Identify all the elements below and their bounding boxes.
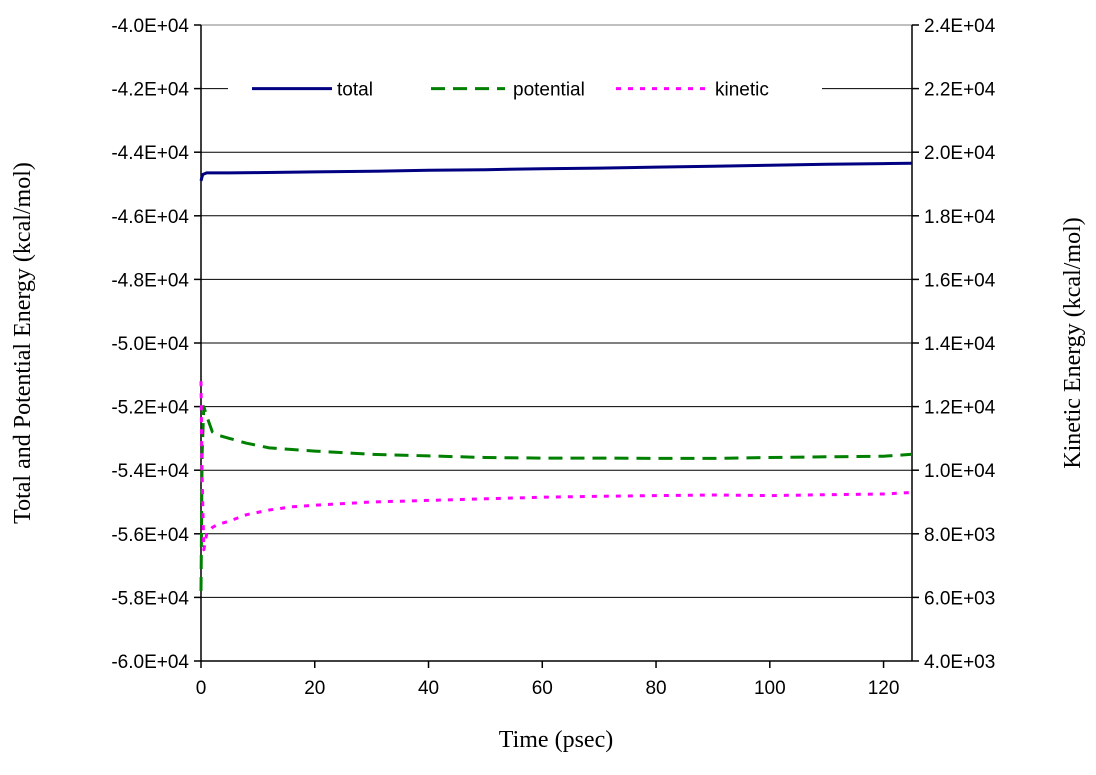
series-line-potential bbox=[199, 405, 913, 592]
left-y-tick-label: -4.4E+04 bbox=[111, 143, 189, 164]
legend-label-potential: potential bbox=[513, 80, 585, 101]
x-tick-label: 0 bbox=[196, 678, 207, 699]
left-y-tick-label: -5.6E+04 bbox=[111, 525, 189, 546]
right-y-tick-label: 4.0E+03 bbox=[924, 652, 995, 673]
series-lines bbox=[199, 161, 913, 592]
right-y-axis-title: Kinetic Energy (kcal/mol) bbox=[1060, 217, 1086, 468]
left-y-tick-label: -4.8E+04 bbox=[111, 270, 189, 291]
left-y-tick-label: -5.8E+04 bbox=[111, 588, 189, 609]
left-y-tick-label: -5.0E+04 bbox=[111, 334, 189, 355]
x-tick-label: 40 bbox=[418, 678, 439, 699]
left-y-axis-ticks: -6.0E+04 -5.8E+04 -5.6E+04 -5.4E+04 -5.2E+04… bbox=[111, 16, 201, 673]
right-y-tick-label: 2.2E+04 bbox=[924, 80, 996, 101]
left-y-tick-label: -4.6E+04 bbox=[111, 207, 189, 228]
legend-label-kinetic: kinetic bbox=[715, 80, 769, 101]
left-y-tick-label: -5.2E+04 bbox=[111, 398, 189, 419]
x-tick-label: 80 bbox=[645, 678, 666, 699]
left-y-axis-title: Total and Potential Energy (kcal/mol) bbox=[10, 162, 36, 524]
left-y-tick-label: -4.0E+04 bbox=[111, 16, 189, 37]
right-y-tick-label: 2.4E+04 bbox=[924, 16, 996, 37]
right-y-tick-label: 2.0E+04 bbox=[924, 143, 996, 164]
x-axis-title: Time (psec) bbox=[499, 727, 613, 753]
right-y-tick-label: 1.4E+04 bbox=[924, 334, 996, 355]
x-tick-label: 100 bbox=[754, 678, 786, 699]
right-y-axis-ticks: 4.0E+03 6.0E+03 8.0E+03 1.0E+04 1.2E+04 1.4E+… bbox=[912, 16, 996, 673]
x-tick-label: 60 bbox=[532, 678, 553, 699]
x-tick-label: 20 bbox=[304, 678, 325, 699]
series-line-kinetic bbox=[199, 381, 913, 552]
series-line-total bbox=[199, 161, 913, 182]
right-y-tick-label: 1.8E+04 bbox=[924, 207, 996, 228]
right-y-tick-label: 8.0E+03 bbox=[924, 525, 995, 546]
legend-label-total: total bbox=[337, 80, 373, 101]
right-y-tick-label: 1.6E+04 bbox=[924, 270, 996, 291]
left-y-tick-label: -6.0E+04 bbox=[111, 652, 189, 673]
legend: total potential kinetic bbox=[228, 72, 822, 105]
x-axis-ticks: 0 20 40 60 80 100 120 bbox=[196, 661, 900, 699]
right-y-tick-label: 1.0E+04 bbox=[924, 461, 996, 482]
right-y-tick-label: 1.2E+04 bbox=[924, 398, 996, 419]
x-tick-label: 120 bbox=[868, 678, 900, 699]
left-y-tick-label: -4.2E+04 bbox=[111, 80, 189, 101]
right-y-tick-label: 6.0E+03 bbox=[924, 588, 995, 609]
left-y-tick-label: -5.4E+04 bbox=[111, 461, 189, 482]
